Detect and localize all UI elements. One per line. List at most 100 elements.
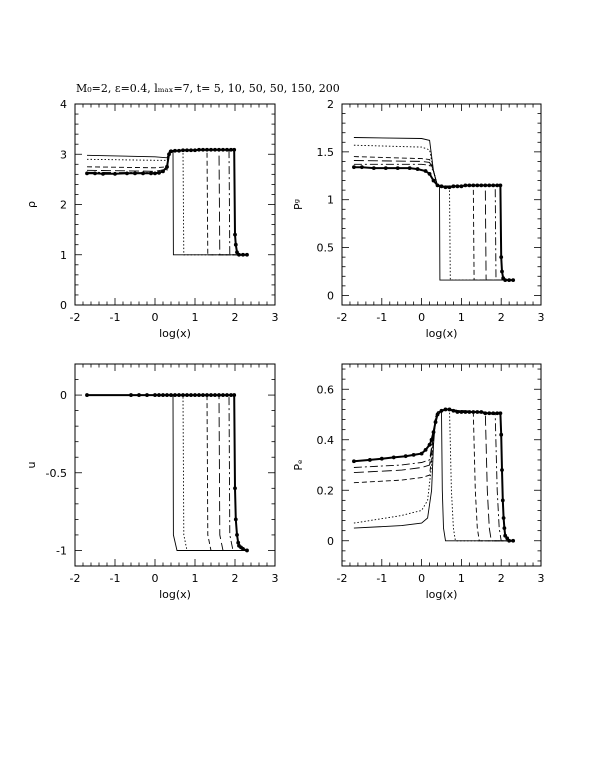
x-axis-label: log(x)	[159, 588, 191, 601]
y-tick-label: 0.6	[317, 383, 335, 396]
data-point	[435, 183, 440, 188]
data-point	[479, 183, 484, 188]
data-point	[197, 147, 201, 152]
data-point	[185, 393, 189, 397]
data-point	[169, 149, 173, 154]
data-point	[491, 411, 496, 416]
data-point	[209, 393, 213, 397]
data-point	[443, 407, 448, 412]
data-point	[501, 516, 506, 520]
data-point	[435, 412, 440, 417]
y-axis-label: Pᵍ	[292, 199, 305, 210]
data-point	[245, 548, 249, 553]
data-point	[225, 147, 229, 152]
x-tick-label: -2	[70, 311, 81, 324]
y-axis-label: u	[25, 462, 38, 469]
data-point	[475, 183, 480, 188]
data-point	[161, 169, 165, 174]
data-point	[431, 430, 436, 435]
panel-1: -2 -1 0 1 2 3 0 1 2 3 4 log(x) ρ	[25, 98, 279, 340]
panel-4: -2 -1 0 1 2 3 0 0.2 0.4 0.6 log(x) Pₑ	[292, 363, 545, 601]
y-tick-label: 4	[60, 98, 67, 111]
data-point	[439, 408, 444, 413]
x-tick-label: 2	[498, 311, 505, 324]
data-point	[181, 393, 185, 397]
data-point	[411, 453, 416, 457]
data-point	[395, 166, 400, 171]
data-point	[236, 540, 241, 545]
data-point	[500, 468, 504, 472]
y-axis-label: Pₑ	[292, 459, 305, 470]
data-point	[233, 486, 237, 491]
x-tick-label: 2	[232, 311, 239, 324]
data-point	[165, 164, 169, 169]
data-point	[225, 393, 229, 397]
y-tick-label: 2	[327, 98, 334, 111]
x-tick-label: 0	[418, 311, 425, 324]
x-axis-label: log(x)	[159, 327, 191, 340]
data-point	[427, 442, 432, 447]
y-tick-label: 0	[327, 535, 334, 548]
data-point	[229, 393, 233, 397]
data-point	[173, 393, 177, 397]
data-point	[189, 148, 193, 153]
data-point	[165, 393, 169, 397]
data-point	[241, 252, 245, 257]
data-point	[153, 171, 157, 176]
data-point	[93, 171, 97, 176]
data-point	[463, 410, 468, 414]
data-point	[407, 166, 412, 171]
plot-frame	[74, 363, 276, 567]
data-point	[423, 169, 428, 173]
data-point	[455, 410, 460, 414]
x-tick-label: 1	[192, 311, 199, 324]
data-point	[217, 147, 221, 152]
x-tick-label: -1	[376, 572, 387, 585]
series-line-dashed	[87, 394, 247, 551]
data-point	[137, 393, 141, 397]
y-axis-label: ρ	[25, 201, 38, 208]
data-point	[232, 393, 237, 397]
data-point	[483, 183, 488, 188]
data-point	[379, 456, 384, 461]
series-line-dashed	[353, 156, 514, 281]
data-point	[391, 455, 396, 460]
data-point	[371, 166, 376, 171]
data-point	[451, 408, 456, 413]
data-point	[502, 526, 507, 531]
data-point	[479, 410, 484, 414]
data-point	[443, 185, 448, 190]
x-tick-label: 2	[232, 572, 239, 585]
x-tick-label: 3	[272, 311, 279, 324]
data-point	[201, 147, 205, 152]
data-point	[85, 393, 89, 397]
series-line-longdash	[87, 394, 247, 551]
x-tick-label: 3	[538, 311, 545, 324]
data-point	[149, 171, 153, 176]
data-point	[221, 147, 225, 152]
data-point	[511, 538, 516, 543]
series-line-dotted	[87, 394, 247, 551]
data-point	[177, 393, 181, 397]
data-point	[232, 147, 237, 152]
data-point	[491, 183, 496, 188]
data-point	[125, 171, 129, 176]
y-tick-label: 2	[60, 199, 67, 212]
data-point	[189, 393, 193, 397]
series-line-dashdot	[353, 408, 514, 542]
data-point	[500, 498, 505, 503]
data-point	[157, 170, 161, 175]
data-point	[499, 432, 504, 437]
data-point	[433, 420, 438, 424]
data-point	[495, 183, 500, 188]
data-point	[145, 393, 149, 397]
data-point	[403, 454, 408, 459]
plot-frame	[341, 363, 542, 567]
data-point	[233, 517, 238, 522]
data-point	[213, 393, 217, 397]
y-tick-label: 1.5	[317, 146, 335, 159]
data-point	[511, 278, 516, 283]
figure-title: M₀=2, ε=0.4, lₘₐₓ=7, t= 5, 10, 50, 50, 1…	[76, 82, 340, 95]
data-point	[161, 393, 165, 397]
